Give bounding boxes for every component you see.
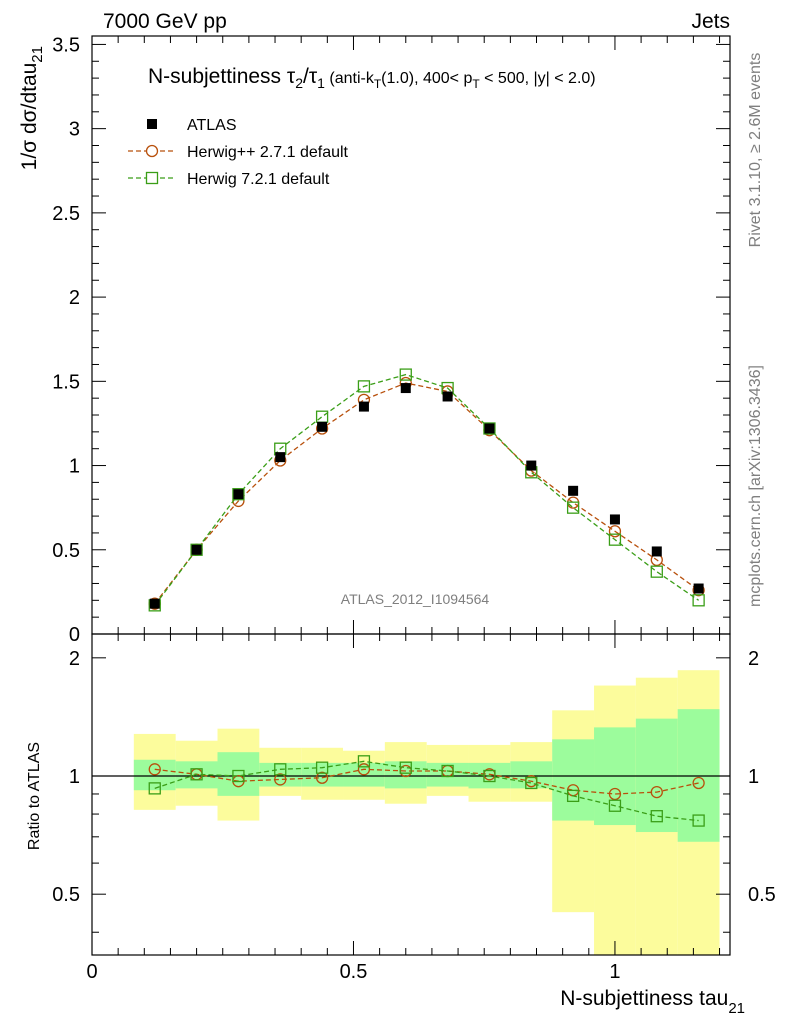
main-y-tick-label: 0 [69, 624, 80, 646]
main-y-axis-label: 1/σ dσ/dtau21 [18, 46, 46, 170]
x-tick-label: 1 [609, 961, 620, 983]
legend-marker [147, 119, 157, 129]
herwigpp-ratio-point [148, 763, 161, 776]
herwigpp-ratio-point [315, 771, 329, 784]
herwig7-ratio-point [692, 814, 705, 827]
main-y-tick-label: 3.5 [52, 34, 80, 56]
herwig7-line [154, 373, 699, 606]
main-y-tick-label: 3 [69, 119, 80, 141]
header-right: Jets [691, 10, 730, 33]
ratio-panel: 0 0.5 1 0.5 0.5 1 1 2 2 [52, 633, 776, 983]
ratio-y-tick-label-right: 2 [748, 648, 759, 670]
x-tick-label: 0 [86, 961, 97, 983]
uncertainty-band-inner [426, 762, 469, 787]
herwigpp-line [154, 382, 700, 605]
herwigpp-ratio-line [154, 768, 699, 795]
herwig7-point [608, 533, 622, 546]
ratio-frame [91, 633, 731, 956]
atlas-point [526, 460, 537, 471]
herwig7-point [650, 565, 663, 578]
ratio-y-tick-label-right: 1 [748, 766, 759, 788]
atlas-point [609, 514, 620, 525]
ratio-y-tick-label-left: 1 [69, 766, 80, 788]
herwigpp-ratio-point [692, 776, 705, 790]
atlas-point [400, 383, 411, 394]
main-y-tick-label: 1 [69, 456, 80, 478]
herwig7-ratio-point [274, 763, 287, 776]
main-y-tick-label: 0.5 [52, 540, 80, 562]
herwig7-point [566, 501, 580, 514]
herwig7-ratio-point [483, 769, 496, 783]
analysis-watermark: ATLAS_2012_I1094564 [341, 591, 490, 607]
atlas-point [651, 546, 662, 557]
legend-label: ATLAS [187, 117, 237, 134]
main-y-tick-label: 2.5 [52, 203, 80, 225]
herwigpp-ratio-point [357, 763, 371, 776]
herwig7-ratio-point [441, 764, 454, 778]
atlas-point [275, 452, 286, 463]
herwig7-point [399, 368, 412, 381]
herwig7-point [232, 488, 245, 501]
herwig7-ratio-point [148, 782, 161, 795]
rivet-version-label: Rivet 3.1.10, ≥ 2.6M events [747, 53, 764, 248]
atlas-point [442, 391, 453, 402]
herwig7-point [357, 380, 371, 393]
legend-marker [145, 171, 159, 185]
herwig7-ratio-point [650, 810, 663, 823]
atlas-point [484, 423, 495, 434]
ratio-y-tick-label-left: 0.5 [52, 884, 80, 906]
legend-label: Herwig++ 2.7.1 default [187, 144, 349, 161]
uncertainty-band-inner [552, 739, 595, 821]
legend-label: Herwig 7.2.1 default [187, 171, 330, 188]
herwig7-ratio-point [190, 768, 203, 781]
x-axis-label: N-subjettiness tau21 [560, 987, 745, 1017]
main-y-tick-label: 1.5 [52, 371, 80, 393]
herwig7-ratio-point [232, 769, 245, 783]
herwigpp-ratio-point [274, 773, 287, 786]
atlas-point [191, 544, 202, 555]
chart-title: N-subjettiness τ2/τ1 (anti-kT(1.0), 400<… [148, 65, 596, 91]
atlas-point [693, 583, 704, 594]
atlas-point [568, 485, 579, 496]
herwig7-ratio-point [525, 776, 538, 790]
ratio-y-tick-label-left: 2 [69, 648, 80, 670]
herwigpp-ratio-point [650, 785, 663, 799]
herwig7-ratio-point [399, 761, 412, 774]
atlas-point [149, 598, 160, 609]
herwig7-ratio-point [566, 789, 580, 803]
atlas-point [358, 401, 369, 412]
herwig7-ratio-point [357, 755, 371, 768]
herwigpp-ratio-point [608, 787, 622, 801]
herwig7-ratio-point [608, 799, 622, 812]
herwig7-point [692, 594, 705, 607]
herwig7-ratio-point [315, 761, 329, 774]
legend-marker [145, 144, 159, 158]
main-y-tick-label: 2 [69, 287, 80, 309]
legend: ATLAS Herwig++ 2.7.1 default Herwig 7.2.1 … [128, 117, 349, 188]
atlas-point [233, 489, 244, 500]
herwig7-point [190, 543, 203, 556]
herwigpp-point [608, 525, 622, 538]
herwig7-ratio-line [154, 760, 699, 822]
uncertainty-band-inner [301, 762, 344, 787]
herwig7-point [315, 410, 329, 423]
main-panel: 0 0.5 1 1.5 2 2.5 3 3.5 [52, 34, 731, 646]
ratio-y-axis-label: Ratio to ATLAS [26, 742, 43, 850]
mcplots-label: mcplots.cern.ch [arXiv:1306.3436] [747, 365, 764, 607]
atlas-point [317, 421, 328, 432]
herwig7-point [483, 422, 496, 435]
x-tick-label: 0.5 [340, 961, 368, 983]
uncertainty-band-inner [635, 718, 678, 833]
header-left: 7000 GeV pp [103, 10, 227, 33]
ratio-y-tick-label-right: 0.5 [748, 884, 776, 906]
